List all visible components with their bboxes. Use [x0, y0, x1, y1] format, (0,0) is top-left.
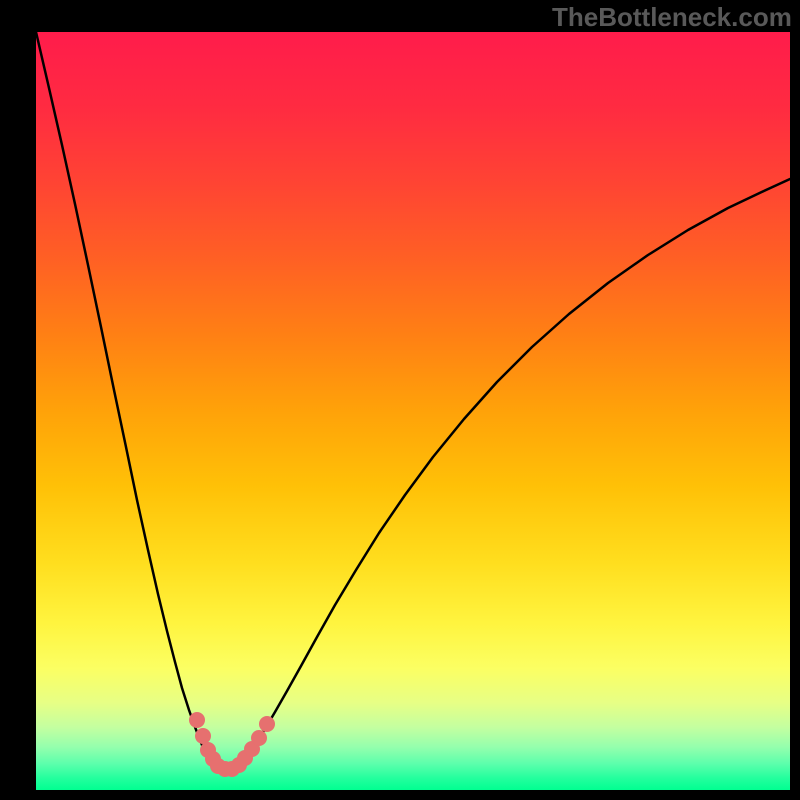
chart-svg-layer	[0, 0, 800, 800]
valley-marker	[195, 728, 211, 744]
valley-marker	[251, 730, 267, 746]
valley-marker	[259, 716, 275, 732]
valley-marker	[189, 712, 205, 728]
watermark-text: TheBottleneck.com	[552, 2, 792, 33]
bottleneck-curve	[36, 32, 790, 770]
